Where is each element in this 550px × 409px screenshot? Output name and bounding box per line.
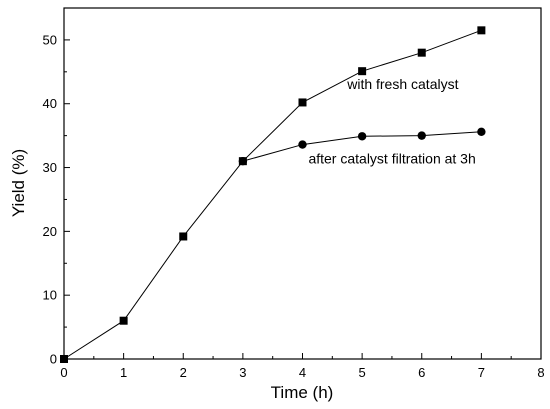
series-1-point — [477, 26, 486, 35]
y-tick-label-0: 0 — [50, 352, 57, 367]
series-2-point — [417, 131, 426, 140]
axes — [63, 7, 542, 360]
series-1-point — [119, 316, 128, 325]
series-layer — [60, 26, 486, 363]
x-axis-title: Time (h) — [271, 383, 334, 402]
x-tick-label-8: 8 — [537, 365, 544, 380]
y-tick-label-40: 40 — [43, 96, 57, 111]
x-tick-label-6: 6 — [418, 365, 425, 380]
y-tick-label-30: 30 — [43, 160, 57, 175]
y-tick-label-50: 50 — [43, 32, 57, 47]
ticks — [63, 39, 542, 360]
tick-labels: 0 1 2 3 4 5 6 7 8 0 10 20 30 40 50 — [43, 32, 545, 380]
series-1-point — [60, 355, 68, 363]
y-axis-title: Yield (%) — [9, 149, 28, 217]
series-1-point — [179, 232, 188, 241]
series-1-line — [63, 29, 482, 360]
series-2-point — [477, 127, 486, 137]
series-2-point — [238, 156, 248, 166]
series-1-point — [417, 48, 426, 57]
x-tick-label-3: 3 — [239, 365, 246, 380]
y-tick-label-10: 10 — [43, 288, 57, 303]
plot-frame — [63, 7, 542, 360]
annotation-layer: with fresh catalyst after catalyst filtra… — [308, 76, 475, 167]
series-2-point — [298, 140, 307, 149]
series-1-point — [298, 98, 307, 107]
x-tick-label-7: 7 — [478, 365, 485, 380]
x-tick-label-5: 5 — [359, 365, 366, 380]
x-tick-label-0: 0 — [60, 365, 67, 380]
series-2 — [238, 127, 486, 166]
annotation-2: after catalyst filtration at 3h — [308, 151, 475, 167]
series-2-point — [357, 132, 367, 141]
series-1-point — [358, 67, 367, 76]
x-tick-label-1: 1 — [120, 365, 127, 380]
x-tick-label-4: 4 — [299, 365, 306, 380]
y-tick-label-20: 20 — [43, 224, 57, 239]
annotation-1: with fresh catalyst — [346, 76, 458, 92]
x-tick-label-2: 2 — [180, 365, 187, 380]
